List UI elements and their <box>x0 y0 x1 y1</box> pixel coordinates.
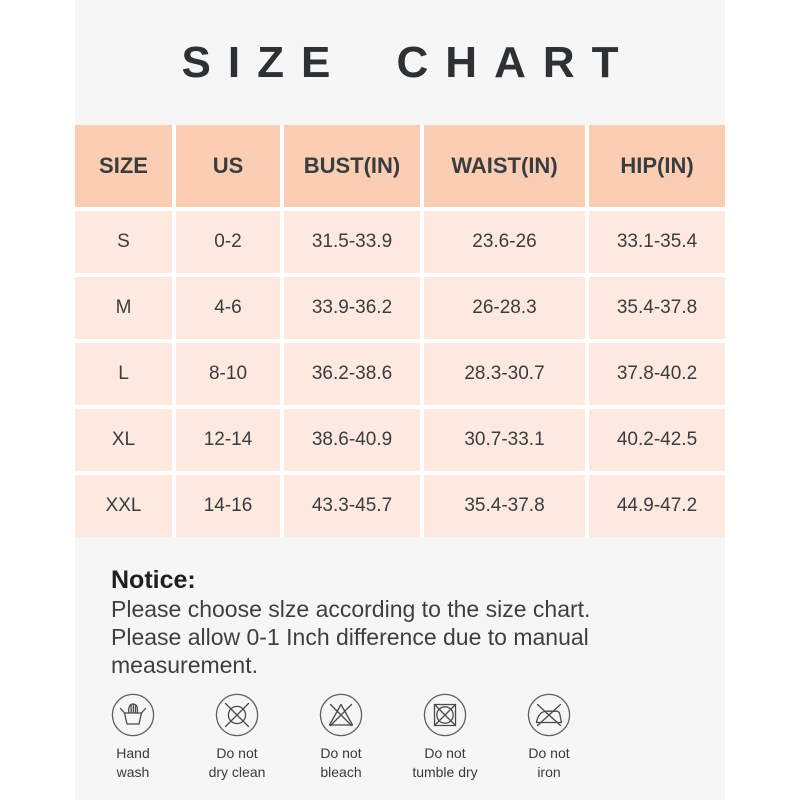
care-label-line: Hand <box>116 745 150 761</box>
care-label: Do not bleach <box>320 744 361 782</box>
do-not-tumble-dry-icon <box>423 693 467 737</box>
notice-line-1: Please choose slze according to the size… <box>111 596 591 622</box>
care-label-line: bleach <box>320 764 362 780</box>
cell-bust: 43.3-45.7 <box>284 475 420 537</box>
cell-hip: 37.8-40.2 <box>589 343 725 405</box>
size-chart-table: SIZE US BUST(IN) WAIST(IN) HIP(IN) S 0-2… <box>75 125 725 537</box>
title-area: SIZE CHART <box>75 0 725 125</box>
care-label: Hand wash <box>116 744 149 782</box>
cell-size: L <box>75 343 172 405</box>
cell-waist: 35.4-37.8 <box>424 475 585 537</box>
header-cell-hip: HIP(IN) <box>589 125 725 207</box>
cell-hip: 44.9-47.2 <box>589 475 725 537</box>
header-cell-size: SIZE <box>75 125 172 207</box>
cell-bust: 33.9-36.2 <box>284 277 420 339</box>
cell-waist: 30.7-33.1 <box>424 409 585 471</box>
header-cell-bust: BUST(IN) <box>284 125 420 207</box>
do-not-iron-icon <box>527 693 571 737</box>
notice-section: Notice: Please choose slze according to … <box>75 565 725 679</box>
header-cell-us: US <box>176 125 280 207</box>
cell-bust: 31.5-33.9 <box>284 211 420 273</box>
cell-us: 8-10 <box>176 343 280 405</box>
care-item-do-not-tumble-dry: Do not tumble dry <box>393 693 497 782</box>
content-strip: SIZE CHART SIZE US BUST(IN) WAIST(IN) HI… <box>75 0 725 800</box>
care-label-line: Do not <box>320 745 362 761</box>
care-item-do-not-iron: Do not iron <box>497 693 601 782</box>
cell-waist: 26-28.3 <box>424 277 585 339</box>
cell-waist: 23.6-26 <box>424 211 585 273</box>
care-label-line: tumble dry <box>412 764 478 780</box>
cell-us: 0-2 <box>176 211 280 273</box>
care-label: Do not iron <box>528 744 569 782</box>
cell-size: M <box>75 277 172 339</box>
care-label: Do not dry clean <box>209 744 266 782</box>
cell-hip: 40.2-42.5 <box>589 409 725 471</box>
cell-size: S <box>75 211 172 273</box>
care-label-line: wash <box>116 764 150 780</box>
cell-hip: 33.1-35.4 <box>589 211 725 273</box>
cell-us: 14-16 <box>176 475 280 537</box>
do-not-bleach-icon <box>319 693 363 737</box>
notice-heading: Notice: <box>111 566 196 594</box>
header-cell-waist: WAIST(IN) <box>424 125 585 207</box>
care-label-line: Do not <box>424 745 466 761</box>
care-label: Do not tumble dry <box>412 744 477 782</box>
cell-us: 4-6 <box>176 277 280 339</box>
hand-wash-icon <box>111 693 155 737</box>
care-label-line: Do not <box>528 745 570 761</box>
cell-size: XL <box>75 409 172 471</box>
cell-us: 12-14 <box>176 409 280 471</box>
cell-bust: 38.6-40.9 <box>284 409 420 471</box>
care-item-do-not-bleach: Do not bleach <box>289 693 393 782</box>
care-label-line: dry clean <box>208 764 266 780</box>
care-instructions-row: Hand wash Do not dry clean <box>75 693 725 782</box>
care-label-line: Do not <box>216 745 258 761</box>
cell-waist: 28.3-30.7 <box>424 343 585 405</box>
notice-line-2: Please allow 0-1 Inch difference due to … <box>111 624 589 678</box>
care-item-do-not-dry-clean: Do not dry clean <box>185 693 289 782</box>
do-not-dry-clean-icon <box>215 693 259 737</box>
cell-bust: 36.2-38.6 <box>284 343 420 405</box>
cell-size: XXL <box>75 475 172 537</box>
page-title: SIZE CHART <box>181 37 636 87</box>
care-item-hand-wash: Hand wash <box>81 693 185 782</box>
cell-hip: 35.4-37.8 <box>589 277 725 339</box>
care-label-line: iron <box>537 764 561 780</box>
